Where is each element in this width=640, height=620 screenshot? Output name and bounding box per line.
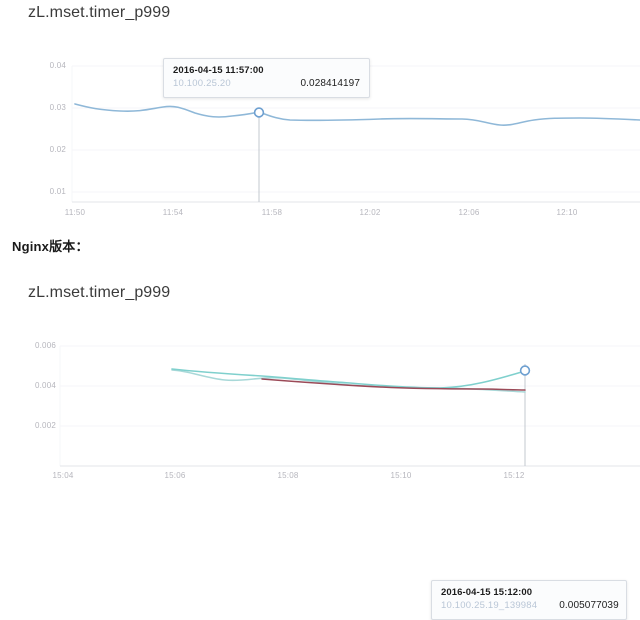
tooltip-bottom-value: 0.005077039 bbox=[559, 600, 619, 611]
ytick-top-0: 0.04 bbox=[49, 61, 66, 70]
ytick-top-3: 0.01 bbox=[49, 187, 66, 196]
tooltip-top-time: 2016-04-15 11:57:00 bbox=[173, 65, 264, 76]
xtick-top-2: 11:58 bbox=[261, 208, 283, 217]
gridlines-bottom bbox=[59, 345, 640, 466]
xtick-top-4: 12:06 bbox=[458, 208, 480, 217]
xtick-top-0: 11:50 bbox=[64, 208, 86, 217]
series-line-bottom-1 bbox=[171, 368, 526, 389]
section-note-nginx: Nginx版本： bbox=[12, 239, 89, 254]
ytick-bottom-2: 0.002 bbox=[34, 421, 56, 430]
tooltip-top-series: 10.100.25.20 bbox=[173, 78, 231, 89]
xtick-top-1: 11:54 bbox=[162, 208, 184, 217]
tooltip-bottom-time: 2016-04-15 15:12:00 bbox=[441, 587, 533, 598]
ytick-top-1: 0.03 bbox=[49, 103, 66, 112]
xtick-bottom-1: 15:06 bbox=[164, 471, 186, 480]
plot-area-bottom[interactable]: 0.006 0.004 0.002 15:04 15:06 15:08 15:1… bbox=[0, 308, 640, 482]
tooltip-bottom-row: 10.100.25.19_139984 0.005077039 bbox=[441, 599, 619, 613]
tooltip-bottom-series: 10.100.25.19_139984 bbox=[441, 600, 538, 611]
hover-marker-bottom bbox=[519, 365, 531, 376]
ytick-top-2: 0.02 bbox=[49, 145, 66, 154]
tooltip-top-value: 0.028414197 bbox=[300, 78, 360, 89]
tooltip-bottom: 2016-04-15 15:12:00 10.100.25.19_139984 … bbox=[431, 580, 627, 620]
chart-title-top: zL.mset.timer_p999 bbox=[28, 4, 171, 21]
chart-panel-bottom: zL.mset.timer_p999 0.006 0.004 bbox=[0, 266, 640, 620]
chart-panel-top: zL.mset.timer_p999 0.04 0.03 0.02 0.01 bbox=[0, 0, 640, 230]
ytick-bottom-1: 0.004 bbox=[34, 381, 56, 390]
xtick-bottom-4: 15:12 bbox=[503, 471, 525, 480]
series-line-top bbox=[74, 103, 640, 126]
xtick-bottom-0: 15:04 bbox=[52, 471, 74, 480]
hover-marker-top bbox=[253, 107, 265, 118]
xtick-top-5: 12:10 bbox=[556, 208, 578, 217]
xtick-top-3: 12:02 bbox=[359, 208, 381, 217]
line-chart-bottom-svg bbox=[59, 345, 640, 467]
tooltip-top: 2016-04-15 11:57:00 10.100.25.20 0.02841… bbox=[163, 58, 370, 98]
series-line-bottom-3 bbox=[261, 378, 526, 391]
xtick-bottom-2: 15:08 bbox=[277, 471, 299, 480]
line-chart-top-svg bbox=[71, 65, 640, 203]
chart-title-bottom: zL.mset.timer_p999 bbox=[28, 284, 171, 301]
plot-area-top[interactable]: 0.04 0.03 0.02 0.01 11:50 11:54 11:58 12… bbox=[0, 36, 640, 226]
ytick-bottom-0: 0.006 bbox=[34, 341, 56, 350]
tooltip-top-row: 10.100.25.20 0.028414197 bbox=[173, 77, 360, 91]
xtick-bottom-3: 15:10 bbox=[390, 471, 412, 480]
